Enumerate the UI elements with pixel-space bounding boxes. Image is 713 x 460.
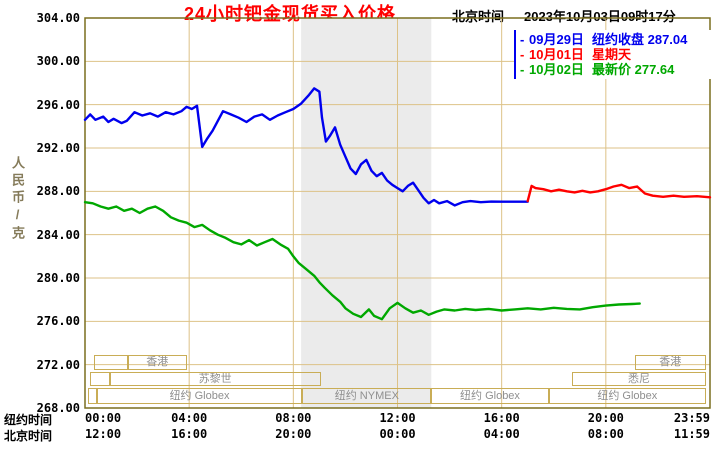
x-tick-label: 00:00 (379, 427, 416, 441)
session-box (87, 388, 97, 404)
y-tick-label: 272.00 (36, 357, 80, 372)
legend: -09月29日 纽约收盘 287.04-10月01日 星期天 -10月02日 最新价 2… (514, 30, 712, 79)
price-line-1 (526, 183, 712, 203)
legend-date: 10月01日 (529, 47, 584, 62)
plot-border (84, 17, 711, 409)
price-line-0 (83, 87, 529, 207)
legend-row: -10月01日 星期天 (520, 47, 712, 62)
x-tick-label: 16:00 (483, 411, 520, 425)
x-tick-label: 20:00 (275, 427, 312, 441)
y-tick-label: 284.00 (36, 227, 80, 242)
session-box: 香港 (634, 355, 707, 370)
x-tick-label: 04:00 (171, 411, 208, 425)
x-tick-label: 12:00 (379, 411, 416, 425)
y-tick-label: 276.00 (36, 314, 80, 329)
y-tick-label: 268.00 (36, 401, 80, 415)
legend-row: -10月02日 最新价 277.64 (520, 62, 712, 77)
y-axis-title: 人民币/克 (10, 156, 25, 243)
x-tick-label: 16:00 (171, 427, 208, 441)
session-box: 香港 (128, 355, 187, 370)
legend-date: 09月29日 (529, 32, 584, 47)
y-tick-label: 288.00 (36, 184, 80, 199)
x-axis-row-label-newyork: 纽约时间 (4, 413, 53, 427)
session-box: 苏黎世 (109, 372, 321, 386)
x-tick-label: 20:00 (587, 411, 624, 425)
x-tick-label: 23:59 (673, 411, 710, 425)
legend-desc: 星期天 (592, 47, 632, 62)
legend-desc: 最新价 277.64 (592, 62, 675, 77)
x-tick-label: 08:00 (587, 427, 624, 441)
legend-row: -09月29日 纽约收盘 287.04 (520, 32, 712, 47)
nymex-session-band (301, 18, 432, 408)
session-box: 纽约 Globex (431, 388, 549, 404)
price-line-2 (83, 200, 641, 321)
y-tick-label: 292.00 (36, 141, 80, 155)
x-tick-label: 11:59 (673, 427, 710, 441)
session-box (94, 355, 128, 370)
chart-datetime: 2023年10月03日09时17分 (524, 9, 676, 24)
y-tick-label: 296.00 (36, 97, 80, 112)
legend-date: 10月02日 (529, 62, 584, 77)
x-tick-label: 00:00 (85, 411, 122, 425)
session-box: 纽约 Globex (96, 388, 303, 404)
session-box: 悉尼 (572, 372, 707, 386)
legend-desc: 纽约收盘 287.04 (592, 32, 688, 47)
y-tick-label: 300.00 (36, 54, 80, 69)
x-tick-label: 04:00 (483, 427, 520, 441)
session-box: 纽约 Globex (548, 388, 707, 404)
session-box (90, 372, 110, 386)
x-axis-row-label-beijing: 北京时间 (4, 429, 53, 443)
session-box: 纽约 NYMEX (302, 388, 432, 404)
y-tick-label: 304.00 (36, 11, 80, 25)
x-tick-label: 12:00 (85, 427, 122, 441)
x-tick-label: 08:00 (275, 411, 312, 425)
legend-marker: - (520, 62, 525, 77)
legend-marker: - (520, 32, 525, 47)
legend-marker: - (520, 47, 525, 62)
timezone-label: 北京时间 (452, 9, 505, 24)
y-tick-label: 280.00 (36, 271, 80, 285)
